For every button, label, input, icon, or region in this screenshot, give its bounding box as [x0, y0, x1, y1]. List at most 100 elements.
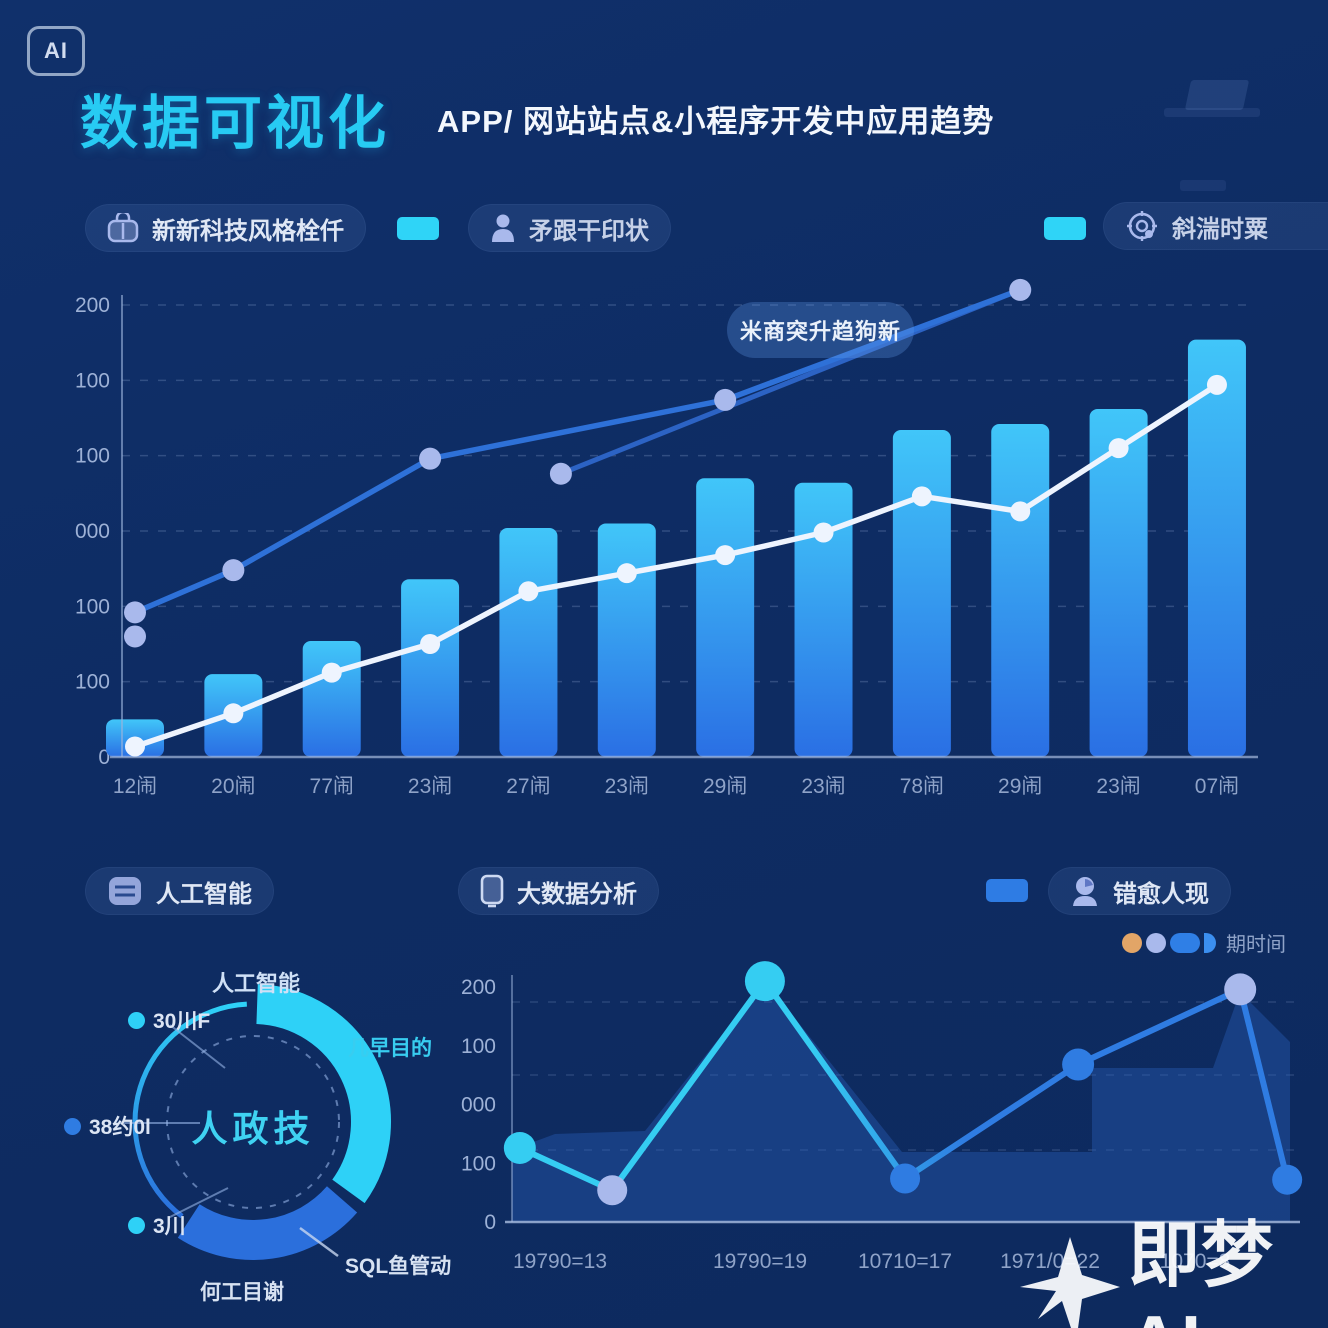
line-dot — [124, 601, 146, 624]
y-tick-label: 000 — [75, 520, 110, 543]
bar — [991, 424, 1050, 757]
x-tick-label: 20闹 — [211, 775, 255, 798]
bar — [696, 478, 755, 757]
line-dot — [616, 563, 637, 584]
leader-line — [299, 1226, 339, 1258]
line-dot — [597, 1175, 628, 1206]
donut-callout-3: 3川 — [128, 1210, 186, 1240]
layers-icon — [107, 875, 143, 907]
mini-legend: 期时间 — [1122, 928, 1286, 957]
legend-pill-label: 斜湍时粟 — [1172, 215, 1268, 243]
section-pill-person[interactable]: 错愈人现 — [1048, 867, 1231, 915]
white-line — [134, 382, 1219, 750]
bar — [1187, 339, 1246, 757]
legend-swatch-cyan-2 — [1044, 217, 1086, 240]
x-tick-label: 27闹 — [506, 775, 550, 798]
donut-bottom-label: 何工目谢 — [200, 1281, 284, 1304]
star-logo-icon — [1018, 1235, 1122, 1328]
mini-legend-crescent — [1204, 932, 1216, 953]
mini-legend-orange-dot — [1122, 932, 1142, 953]
phone-icon — [480, 874, 504, 908]
legend-swatch-cyan-1 — [397, 217, 439, 240]
ghost-shape — [1184, 80, 1250, 110]
area-fill — [512, 981, 1290, 1222]
line-dot — [321, 662, 342, 683]
x-tick-label: 23闹 — [1096, 775, 1140, 798]
ghost-shape — [1180, 180, 1226, 191]
line-dot — [715, 545, 736, 566]
line-dot — [911, 486, 932, 507]
line-dot — [420, 634, 441, 654]
section-pill-label: 大数据分析 — [517, 880, 637, 908]
donut-arc — [255, 984, 391, 1204]
donut-arc — [132, 1001, 247, 1219]
chart-annotation: 米商突升趋狗新 — [727, 302, 914, 358]
line-dot — [549, 462, 572, 485]
x-tick-label: 07闹 — [1195, 775, 1239, 798]
line-dot — [222, 559, 245, 582]
bar — [794, 482, 853, 757]
line-dot — [1108, 438, 1129, 459]
x-tick-label: 29闹 — [703, 775, 747, 798]
bar — [892, 430, 951, 757]
mini-legend-label: 期时间 — [1226, 934, 1286, 956]
bar — [1089, 408, 1148, 757]
bar — [302, 640, 361, 757]
y-tick-label: 200 — [461, 976, 496, 999]
donut-arc — [177, 1185, 358, 1260]
legend-pill-label: 矛跟干印状 — [529, 217, 649, 245]
x-tick-label: 12闹 — [113, 775, 157, 798]
callout-dot-cyan — [128, 1216, 145, 1234]
bar — [597, 523, 656, 757]
line-dot — [1062, 1048, 1095, 1081]
x-tick-label: 19790=19 — [713, 1250, 807, 1273]
gear-icon — [1125, 209, 1159, 243]
line-dot — [518, 581, 539, 602]
line-dot — [1206, 374, 1227, 395]
bar — [499, 527, 558, 757]
bar — [401, 579, 460, 757]
section-pill-bigdata[interactable]: 大数据分析 — [458, 867, 659, 915]
line-dot — [1010, 501, 1031, 522]
line-dot — [419, 447, 442, 470]
line-dot — [890, 1163, 921, 1194]
page-title: 数据可视化 — [80, 91, 391, 156]
x-tick-label: 23闹 — [801, 775, 845, 798]
x-tick-label: 29闹 — [998, 775, 1042, 798]
y-tick-label: 0 — [98, 746, 110, 769]
legend-swatch-blue — [986, 879, 1028, 902]
legend-pill-tech-style[interactable]: 新新科技风格栓仟 — [85, 204, 366, 252]
line-dot — [714, 388, 737, 411]
donut-right-label: 几早目的 — [348, 1037, 432, 1060]
line-dot — [813, 522, 834, 543]
x-tick-label: 23闹 — [605, 775, 649, 798]
line-dot — [744, 961, 785, 1002]
line-dot — [1009, 278, 1032, 301]
line-dot — [223, 703, 244, 724]
y-tick-label: 100 — [461, 1035, 496, 1058]
mini-legend-periwinkle-dot — [1146, 932, 1166, 953]
x-tick-label: 19790=13 — [513, 1250, 607, 1273]
legend-pill-label: 新新科技风格栓仟 — [152, 217, 344, 245]
donut-sql-label: SQL鱼管动 — [345, 1255, 452, 1278]
page-subtitle: APP/ 网站站点&小程序开发中应用趋势 — [437, 104, 995, 139]
legend-pill-person[interactable]: 矛跟干印状 — [468, 204, 671, 252]
mini-legend-blue-pill — [1170, 932, 1200, 953]
callout-dot-cyan — [128, 1011, 145, 1029]
person-icon — [490, 213, 516, 243]
section-pill-label: 人工智能 — [156, 880, 252, 908]
leader-line — [169, 1024, 226, 1069]
legend-pill-gear[interactable]: 斜湍时粟 — [1103, 202, 1328, 250]
donut-callout-2: 38约0l — [64, 1111, 151, 1141]
section-pill-ai[interactable]: 人工智能 — [85, 867, 274, 915]
x-tick-label: 1070=8 — [1160, 1250, 1231, 1273]
section-pill-label: 错愈人现 — [1113, 880, 1209, 908]
y-tick-label: 100 — [75, 445, 110, 468]
head-icon — [1070, 875, 1100, 907]
line-dot — [1272, 1164, 1303, 1195]
watermark-text: 即梦AI — [1128, 1216, 1275, 1328]
ai-badge: AI — [27, 26, 85, 76]
briefcase-icon — [107, 213, 139, 243]
